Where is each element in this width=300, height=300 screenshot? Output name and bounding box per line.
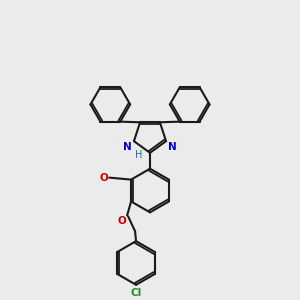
Text: N: N [123, 142, 132, 152]
Text: O: O [117, 216, 126, 226]
Text: H: H [135, 150, 142, 160]
Text: N: N [168, 142, 177, 152]
Text: O: O [100, 172, 108, 183]
Text: Cl: Cl [130, 288, 142, 298]
